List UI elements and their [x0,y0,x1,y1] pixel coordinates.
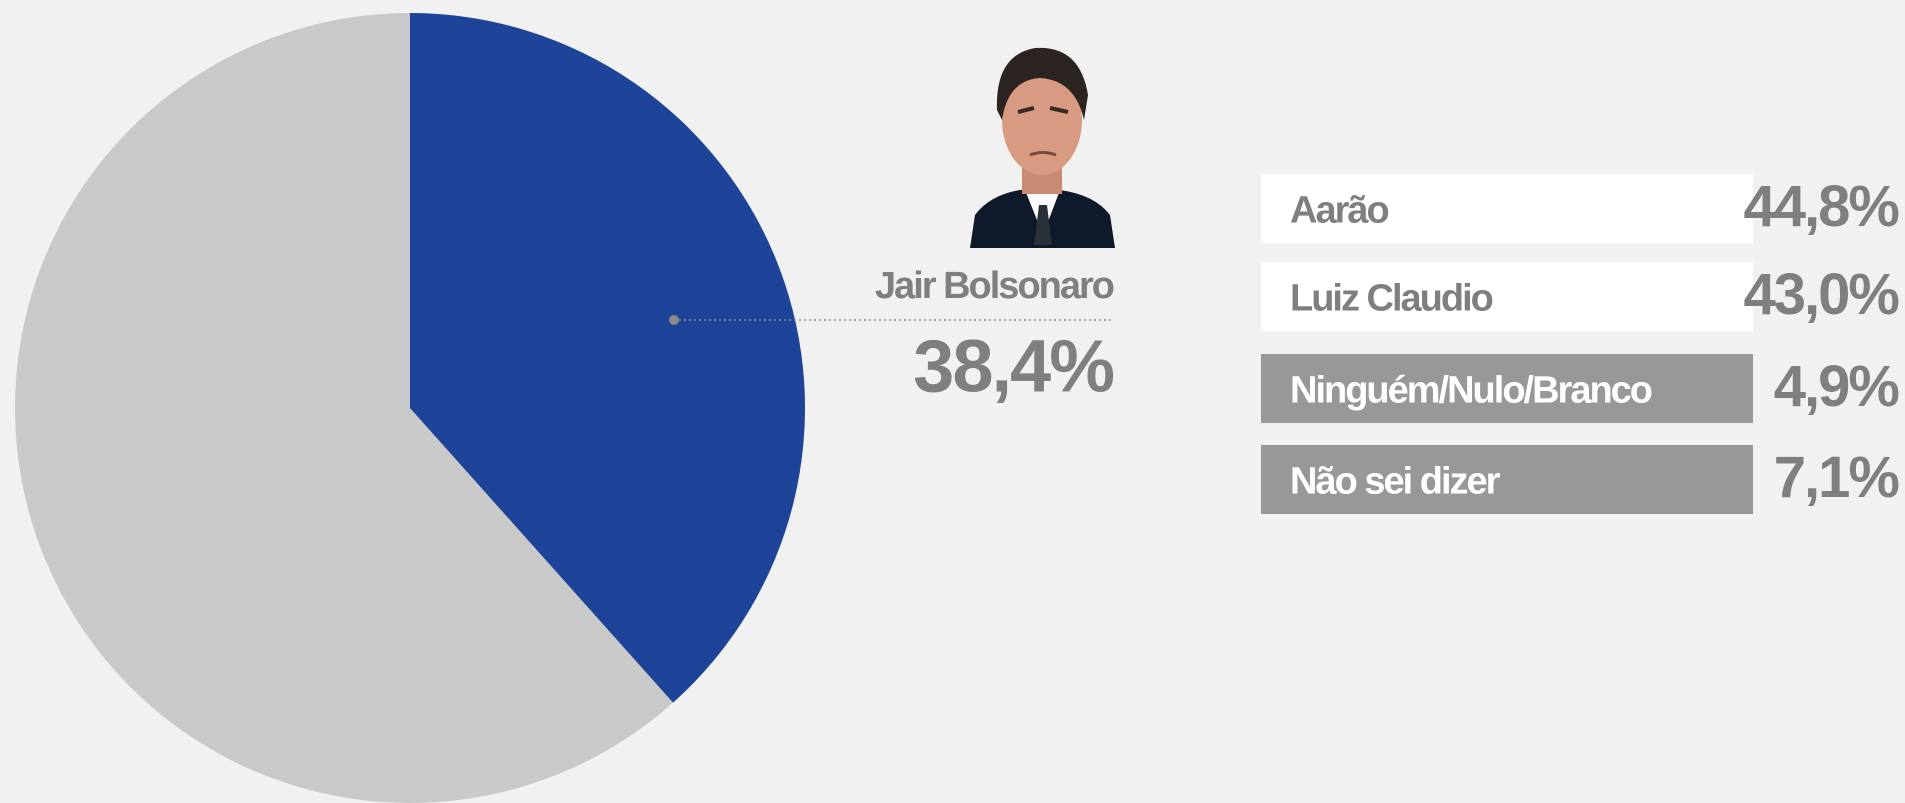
page: Aarão 44,8% Luiz Claudio 43,0% Ninguém/Nulo/… [0,0,1905,803]
row-value: 4,9% [1774,354,1900,419]
slice-value-label: 38,4% [913,325,1113,408]
row-label: Aarão [1290,190,1388,232]
row-label: Luiz Claudio [1290,278,1493,320]
row-value: 43,0% [1744,262,1900,327]
chart: Aarão 44,8% Luiz Claudio 43,0% Ninguém/Nulo/… [0,0,1905,803]
slice-label: Jair Bolsonaro [875,265,1114,307]
leader-dot [669,315,679,325]
row-label: Ninguém/Nulo/Branco [1290,370,1652,412]
row-value: 7,1% [1774,445,1900,510]
row-label: Não sei dizer [1290,461,1501,503]
row-value: 44,8% [1744,174,1900,239]
